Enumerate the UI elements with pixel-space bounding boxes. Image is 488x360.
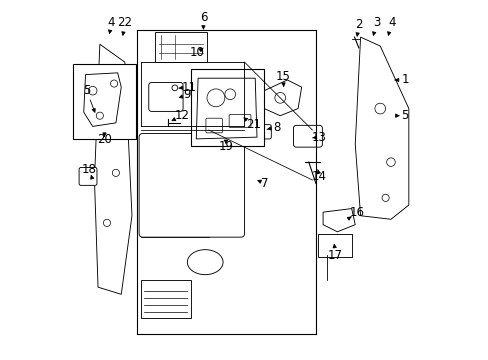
Polygon shape	[323, 208, 354, 232]
Circle shape	[104, 111, 113, 120]
Text: 4: 4	[387, 16, 395, 29]
Text: 22: 22	[117, 16, 132, 29]
FancyBboxPatch shape	[317, 234, 351, 257]
Text: 1: 1	[401, 73, 408, 86]
Text: 7: 7	[261, 177, 268, 190]
Ellipse shape	[187, 249, 223, 275]
Text: 11: 11	[181, 81, 196, 94]
Polygon shape	[94, 44, 132, 294]
Text: 10: 10	[189, 46, 204, 59]
Text: 21: 21	[245, 118, 261, 131]
Text: 13: 13	[311, 131, 326, 144]
Text: 2: 2	[354, 18, 362, 31]
Text: 12: 12	[174, 109, 189, 122]
FancyBboxPatch shape	[79, 167, 97, 185]
Circle shape	[110, 80, 118, 87]
Polygon shape	[354, 37, 408, 219]
Text: 9: 9	[183, 89, 191, 102]
Polygon shape	[264, 80, 301, 116]
Text: 5: 5	[401, 109, 408, 122]
Circle shape	[103, 219, 110, 226]
Circle shape	[374, 103, 385, 114]
FancyBboxPatch shape	[229, 114, 250, 127]
Circle shape	[274, 93, 285, 103]
FancyBboxPatch shape	[205, 118, 222, 133]
Text: 3: 3	[372, 16, 380, 29]
Polygon shape	[83, 73, 121, 126]
FancyBboxPatch shape	[139, 134, 244, 237]
FancyBboxPatch shape	[141, 280, 190, 318]
Circle shape	[96, 112, 103, 119]
Text: 5: 5	[83, 84, 90, 97]
Text: 17: 17	[327, 248, 343, 261]
Text: 16: 16	[349, 206, 364, 219]
Circle shape	[381, 194, 388, 202]
Polygon shape	[196, 78, 257, 139]
FancyBboxPatch shape	[253, 125, 271, 139]
FancyBboxPatch shape	[155, 32, 206, 62]
Circle shape	[88, 86, 97, 95]
Text: 15: 15	[275, 70, 290, 83]
Circle shape	[224, 89, 235, 100]
Text: 6: 6	[199, 11, 207, 24]
Circle shape	[172, 85, 177, 91]
Text: 14: 14	[311, 170, 326, 183]
FancyBboxPatch shape	[148, 82, 183, 111]
Text: 4: 4	[108, 16, 115, 29]
Text: 8: 8	[272, 121, 280, 134]
Text: 19: 19	[218, 140, 233, 153]
Circle shape	[112, 169, 119, 176]
Circle shape	[206, 89, 224, 107]
FancyBboxPatch shape	[73, 64, 135, 139]
Circle shape	[386, 158, 394, 166]
Text: 20: 20	[97, 134, 112, 147]
FancyBboxPatch shape	[293, 125, 322, 147]
FancyBboxPatch shape	[190, 69, 264, 146]
Text: 18: 18	[81, 163, 96, 176]
